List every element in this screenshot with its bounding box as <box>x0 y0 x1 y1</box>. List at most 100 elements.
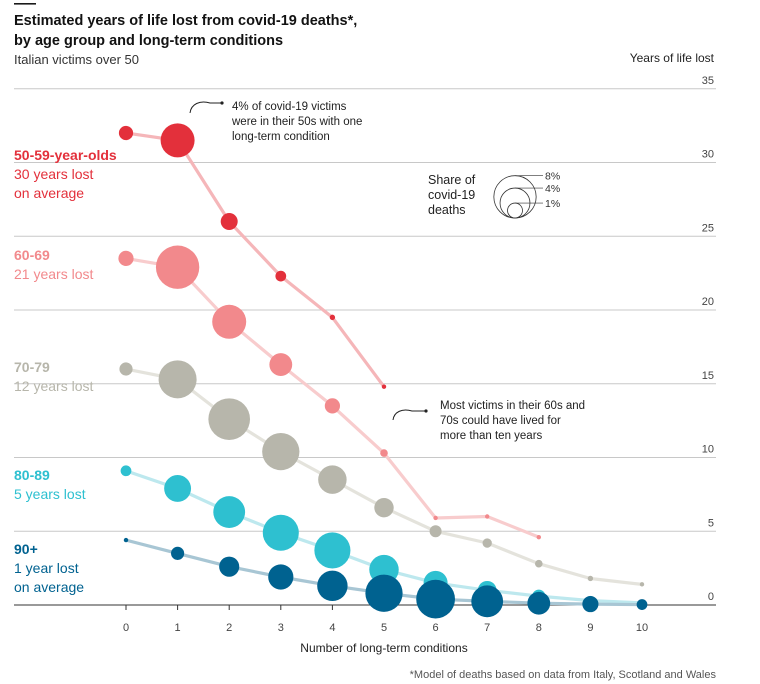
point-4-3 <box>268 564 294 590</box>
point-2-8 <box>534 559 543 568</box>
point-1-8 <box>536 534 541 540</box>
x-tick-0: 0 <box>123 622 129 634</box>
size-legend-label-0: 8% <box>545 171 560 183</box>
series-1 <box>118 245 541 540</box>
size-legend: Share of covid-19 deaths 8%4% 1% <box>428 171 560 219</box>
size-legend-circle-2 <box>507 202 523 219</box>
group-sublabel-3-0: 5 years lost <box>14 486 86 502</box>
annotation-60s-70s-text: Most victims in their 60s and 70s could h… <box>440 400 585 442</box>
x-tick-1: 1 <box>175 622 181 634</box>
group-sublabel-0-1: on average <box>14 185 84 201</box>
size-legend-title: Share of covid-19 deaths <box>428 173 476 217</box>
group-label-0: 50-59-year-olds <box>14 147 117 163</box>
y-tick-15: 15 <box>702 370 714 382</box>
x-tick-2: 2 <box>226 622 232 634</box>
size-legend-label-2: 1% <box>545 198 560 210</box>
x-tick-8: 8 <box>536 622 542 634</box>
x-axis-title: Number of long-term conditions <box>300 641 467 655</box>
size-legend-circle-0 <box>493 175 537 219</box>
group-sublabel-1-0: 21 years lost <box>14 266 93 282</box>
annotation-0-line-0: 4% of covid-19 victims <box>232 101 347 113</box>
point-2-3 <box>262 432 300 471</box>
group-label-3: 80-89 <box>14 467 50 483</box>
point-2-4 <box>318 465 347 494</box>
annotation-1-line-2: more than ten years <box>440 430 543 442</box>
point-2-2 <box>208 398 251 440</box>
size-legend-title-line-0: Share of <box>428 173 476 187</box>
annotation-0-line-1: were in their 50s with one <box>231 116 362 128</box>
series-0 <box>118 123 387 389</box>
point-0-5 <box>381 384 387 389</box>
y-axis-title: Years of life lost <box>630 51 715 65</box>
point-0-4 <box>329 314 336 321</box>
y-tick-5: 5 <box>708 517 714 529</box>
point-4-1 <box>171 546 185 560</box>
series-2 <box>119 360 645 587</box>
footnote: *Model of deaths based on data from Ital… <box>410 669 717 681</box>
point-4-8 <box>527 591 551 615</box>
point-4-7 <box>471 585 504 618</box>
annotation-50s-leader <box>189 101 222 114</box>
group-label-2: 70-79 <box>14 359 50 375</box>
point-1-2 <box>212 304 247 339</box>
point-2-0 <box>119 362 133 376</box>
header-rule <box>14 3 36 5</box>
y-tick-labels: 0 5 10 15 20 25 30 35 <box>702 75 714 603</box>
point-3-2 <box>213 496 246 528</box>
annotation-1-line-0: Most victims in their 60s and <box>440 400 585 412</box>
annotation-50s-text: 4% of covid-19 victims were in their 50s … <box>231 101 362 143</box>
gridlines <box>14 88 716 606</box>
x-tick-10: 10 <box>636 622 648 634</box>
point-2-5 <box>374 497 394 518</box>
point-4-6 <box>416 579 455 619</box>
x-tick-4: 4 <box>329 622 335 634</box>
point-1-3 <box>269 353 293 376</box>
size-legend-title-line-2: deaths <box>428 203 466 217</box>
group-sublabel-0-0: 30 years lost <box>14 166 93 182</box>
point-0-3 <box>275 270 287 282</box>
series-4 <box>123 537 648 619</box>
y-tick-10: 10 <box>702 444 714 456</box>
group-label-4: 90+ <box>14 541 38 557</box>
point-3-0 <box>120 465 132 477</box>
chart-subtitle: Italian victims over 50 <box>14 52 139 67</box>
annotation-1-line-1: 70s could have lived for <box>440 415 561 427</box>
point-1-6 <box>433 515 438 521</box>
y-tick-20: 20 <box>702 296 714 308</box>
y-tick-30: 30 <box>702 149 714 161</box>
point-1-1 <box>155 245 200 289</box>
y-tick-35: 35 <box>702 75 714 87</box>
x-tick-7: 7 <box>484 622 490 634</box>
point-0-2 <box>220 213 238 230</box>
point-1-4 <box>324 398 341 414</box>
point-1-7 <box>485 514 490 519</box>
point-2-6 <box>429 525 442 538</box>
point-3-1 <box>164 475 192 502</box>
point-4-9 <box>582 596 599 613</box>
group-sublabel-4-0: 1 year lost <box>14 560 79 576</box>
y-tick-0: 0 <box>708 591 714 603</box>
x-tick-9: 9 <box>587 622 593 634</box>
x-tick-5: 5 <box>381 622 387 634</box>
group-sublabel-2-0: 12 years lost <box>14 378 93 394</box>
size-legend-title-line-1: covid-19 <box>428 188 475 202</box>
annotation-60s-70s-leader <box>392 409 426 421</box>
group-sublabel-4-1: on average <box>14 579 84 595</box>
x-axis: 0 1 2 3 4 5 6 7 8 9 10 <box>123 605 648 634</box>
point-1-5 <box>380 449 388 457</box>
point-2-9 <box>587 575 594 582</box>
x-tick-3: 3 <box>278 622 284 634</box>
chart-title: Estimated years of life lost from covid-… <box>14 13 357 29</box>
x-tick-6: 6 <box>433 622 439 634</box>
annotation-60s-70s-dot <box>424 409 428 413</box>
chart-title-line2: by age group and long-term conditions <box>14 33 283 49</box>
point-1-0 <box>118 250 134 266</box>
annotation-50s: 4% of covid-19 victims were in their 50s … <box>189 101 362 143</box>
point-0-0 <box>118 125 134 141</box>
point-0-1 <box>160 123 195 158</box>
size-legend-circles: 8%4% 1% <box>493 171 560 219</box>
point-4-10 <box>636 599 648 610</box>
group-labels: 50-59-year-olds 30 years lost on average 60… <box>14 147 117 595</box>
annotation-60s-70s: Most victims in their 60s and 70s could h… <box>392 400 585 442</box>
